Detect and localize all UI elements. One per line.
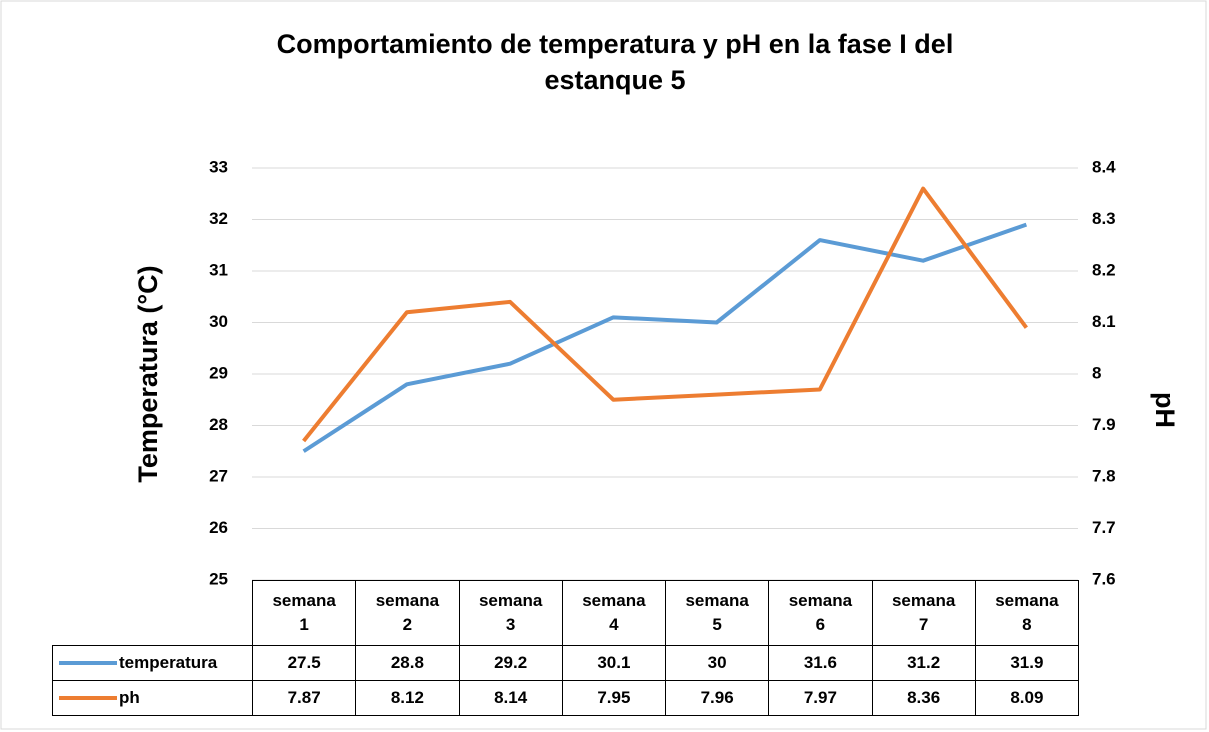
table-value: 7.87 xyxy=(252,680,357,716)
table-value: 28.8 xyxy=(355,645,460,681)
y-tick-label: 33 xyxy=(209,157,228,176)
y2-axis-title: pH xyxy=(1150,392,1180,428)
legend-label: temperatura xyxy=(119,653,218,672)
table-header: semana 3 xyxy=(458,580,563,646)
table-header: semana 6 xyxy=(768,580,873,646)
y2-tick-label: 7.7 xyxy=(1092,518,1116,537)
legend-key xyxy=(59,661,117,665)
y2-tick-label: 7.6 xyxy=(1092,569,1116,588)
table-value: 31.9 xyxy=(974,645,1079,681)
chart-title: Comportamiento de temperatura y pH en la… xyxy=(276,29,954,95)
table-value: 30 xyxy=(665,645,770,681)
y2-tick-label: 8.2 xyxy=(1092,260,1116,279)
table-value: 7.96 xyxy=(665,680,770,716)
y-axis-title: Temperatura (°C) xyxy=(133,265,163,482)
legend-key xyxy=(59,696,117,700)
table-header: semana 1 xyxy=(252,580,357,646)
legend-cell: ph xyxy=(52,680,253,716)
table-header: semana 2 xyxy=(355,580,460,646)
y2-tick-label: 8.3 xyxy=(1092,209,1116,228)
table-header: semana 8 xyxy=(974,580,1079,646)
y2-tick-label: 8 xyxy=(1092,363,1101,382)
series-line xyxy=(302,186,1028,443)
y2-tick-label: 8.4 xyxy=(1092,157,1116,176)
table-header: semana 5 xyxy=(665,580,770,646)
table-value: 7.97 xyxy=(768,680,873,716)
table-value: 8.12 xyxy=(355,680,460,716)
table-header: semana 4 xyxy=(561,580,666,646)
legend-label: ph xyxy=(119,688,140,707)
y-tick-label: 31 xyxy=(209,260,228,279)
table-value: 27.5 xyxy=(252,645,357,681)
y-tick-label: 32 xyxy=(209,209,228,228)
table-value: 29.2 xyxy=(458,645,563,681)
table-header: semana 7 xyxy=(871,580,976,646)
y-tick-label: 29 xyxy=(209,363,228,382)
table-value: 30.1 xyxy=(561,645,666,681)
y2-tick-label: 7.8 xyxy=(1092,466,1116,485)
table-value: 8.09 xyxy=(974,680,1079,716)
y-tick-label: 26 xyxy=(209,518,228,537)
y2-tick-label: 7.9 xyxy=(1092,415,1116,434)
table-value: 7.95 xyxy=(561,680,666,716)
y2-tick-label: 8.1 xyxy=(1092,312,1116,331)
table-value: 8.14 xyxy=(458,680,563,716)
y-tick-label: 27 xyxy=(209,466,228,485)
y-tick-label: 28 xyxy=(209,415,228,434)
series-line xyxy=(302,222,1028,453)
table-value: 31.6 xyxy=(768,645,873,681)
table-value: 31.2 xyxy=(871,645,976,681)
y-tick-label: 25 xyxy=(209,569,228,588)
table-value: 8.36 xyxy=(871,680,976,716)
legend-cell: temperatura xyxy=(52,645,253,681)
y-tick-label: 30 xyxy=(209,312,228,331)
